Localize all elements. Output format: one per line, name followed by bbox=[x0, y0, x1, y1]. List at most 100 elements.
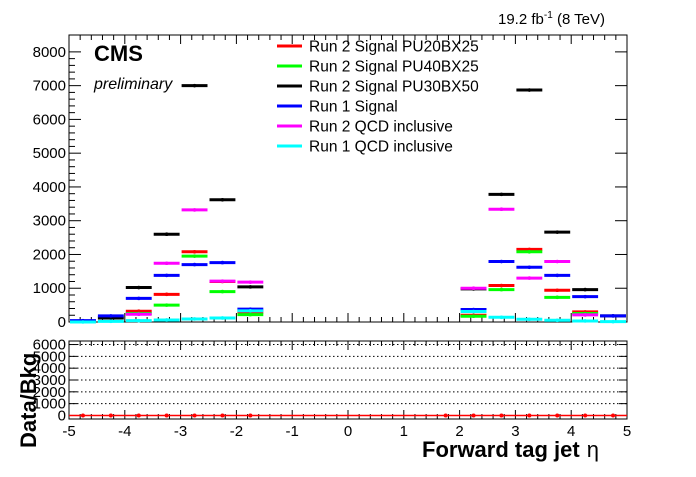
bin-marker bbox=[527, 88, 532, 92]
bin-marker bbox=[164, 273, 169, 278]
ratio-point bbox=[136, 413, 141, 418]
bin-marker bbox=[248, 312, 253, 317]
series-run-1-qcd-inclusive bbox=[70, 309, 626, 324]
bin-marker bbox=[109, 319, 113, 324]
bin-marker bbox=[499, 259, 504, 264]
bin-marker bbox=[192, 83, 197, 88]
series-run-2-signal-pu20bx25 bbox=[125, 247, 599, 318]
lumi-exponent: -1 bbox=[544, 10, 553, 21]
bin-marker bbox=[583, 294, 587, 299]
bin-marker bbox=[499, 287, 504, 292]
bin-marker bbox=[164, 303, 169, 307]
ratio-y-tick-label: 6000 bbox=[33, 337, 66, 354]
y-tick-label: 1000 bbox=[33, 280, 66, 297]
experiment-label: CMS bbox=[94, 41, 143, 66]
x-tick-label: -5 bbox=[62, 423, 75, 440]
bin-marker bbox=[192, 249, 197, 254]
legend-label: Run 1 Signal bbox=[309, 99, 398, 116]
x-axis-title: Forward tag jet η bbox=[422, 437, 599, 462]
y-tick-label: 6000 bbox=[33, 111, 66, 128]
bin-marker bbox=[220, 260, 225, 265]
legend-label: Run 1 QCD inclusive bbox=[309, 139, 453, 156]
lumi-label: 19.2 fb-1 (8 TeV) bbox=[498, 10, 605, 28]
y-tick-label: 5000 bbox=[33, 145, 66, 162]
bin-marker bbox=[192, 262, 197, 267]
bin-marker bbox=[248, 280, 253, 284]
bin-marker bbox=[555, 230, 560, 234]
ratio-y-axis-title: Data/Bkg bbox=[16, 353, 41, 448]
bin-marker bbox=[499, 207, 504, 212]
bin-marker bbox=[136, 285, 141, 290]
x-tick-label: -3 bbox=[174, 423, 187, 440]
bin-marker bbox=[499, 315, 504, 320]
bin-marker bbox=[164, 292, 169, 297]
x-tick-label: 2 bbox=[455, 423, 463, 440]
ratio-point bbox=[555, 413, 560, 418]
bin-marker bbox=[471, 314, 476, 319]
bin-marker bbox=[248, 285, 253, 289]
bin-marker bbox=[555, 318, 560, 323]
bin-marker bbox=[499, 192, 504, 197]
x-axis-title-symbol: η bbox=[587, 437, 599, 462]
bin-marker bbox=[109, 314, 113, 318]
y-tick-label: 8000 bbox=[33, 44, 66, 61]
x-tick-label: 5 bbox=[623, 423, 631, 440]
ratio-y-tick-label: 1000 bbox=[33, 396, 66, 413]
ratio-x-axis: -5 -4 -3 -2 -1 0 1 2 3 4 5 bbox=[62, 341, 631, 440]
bin-marker bbox=[555, 295, 560, 300]
bin-marker bbox=[583, 313, 587, 317]
ratio-y-tick-label: 4000 bbox=[33, 360, 66, 377]
ratio-points-group bbox=[69, 413, 627, 418]
bin-marker bbox=[164, 232, 169, 237]
ratio-point bbox=[471, 413, 476, 418]
ratio-y-tick-label: 2000 bbox=[33, 384, 66, 401]
bin-marker bbox=[164, 261, 169, 266]
ratio-point bbox=[499, 413, 504, 418]
ratio-plot-frame bbox=[68, 340, 628, 420]
bin-marker bbox=[220, 197, 225, 202]
ratio-y-tick-label: 5000 bbox=[33, 348, 66, 365]
lumi-value: 19.2 fb bbox=[498, 11, 544, 28]
bin-marker bbox=[527, 249, 532, 254]
x-tick-label: 3 bbox=[511, 423, 519, 440]
y-tick-label: 4000 bbox=[33, 179, 66, 196]
ratio-point bbox=[583, 413, 588, 418]
bin-marker bbox=[136, 312, 141, 317]
bin-marker bbox=[527, 276, 532, 280]
bin-marker bbox=[192, 208, 197, 212]
x-tick-label: 1 bbox=[400, 423, 408, 440]
bin-marker bbox=[192, 254, 197, 258]
x-tick-label: 4 bbox=[567, 423, 575, 440]
bin-marker bbox=[499, 283, 504, 288]
bin-marker bbox=[527, 265, 532, 270]
bin-marker bbox=[248, 309, 253, 313]
ratio-y-tick-label: 3000 bbox=[33, 372, 66, 389]
bin-marker bbox=[220, 289, 225, 294]
y-tick-label: 3000 bbox=[33, 213, 66, 230]
ratio-y-tick-label: 0 bbox=[58, 407, 66, 424]
bin-marker bbox=[555, 273, 560, 278]
main-series-group bbox=[70, 83, 626, 324]
bin-marker bbox=[220, 316, 225, 320]
legend-label: Run 2 QCD inclusive bbox=[309, 119, 453, 136]
bin-marker bbox=[136, 296, 141, 301]
lumi-energy: (8 TeV) bbox=[553, 11, 605, 28]
status-label: preliminary bbox=[93, 76, 173, 93]
bin-marker bbox=[164, 318, 169, 322]
ratio-point bbox=[611, 413, 616, 418]
bin-marker bbox=[527, 317, 532, 322]
bin-marker bbox=[220, 279, 225, 283]
bin-marker bbox=[611, 319, 615, 324]
bin-marker bbox=[471, 309, 476, 314]
ratio-point bbox=[248, 413, 253, 418]
series-run-2-signal-pu40bx25 bbox=[125, 249, 599, 319]
bin-marker bbox=[136, 318, 141, 323]
x-tick-label: -4 bbox=[118, 423, 131, 440]
bin-marker bbox=[583, 319, 587, 323]
bin-marker bbox=[192, 317, 197, 321]
legend-label: Run 2 Signal PU40BX25 bbox=[309, 59, 479, 76]
main-x-axis bbox=[68, 35, 628, 322]
x-axis-title-text: Forward tag jet bbox=[422, 437, 580, 462]
bin-marker bbox=[555, 259, 560, 264]
